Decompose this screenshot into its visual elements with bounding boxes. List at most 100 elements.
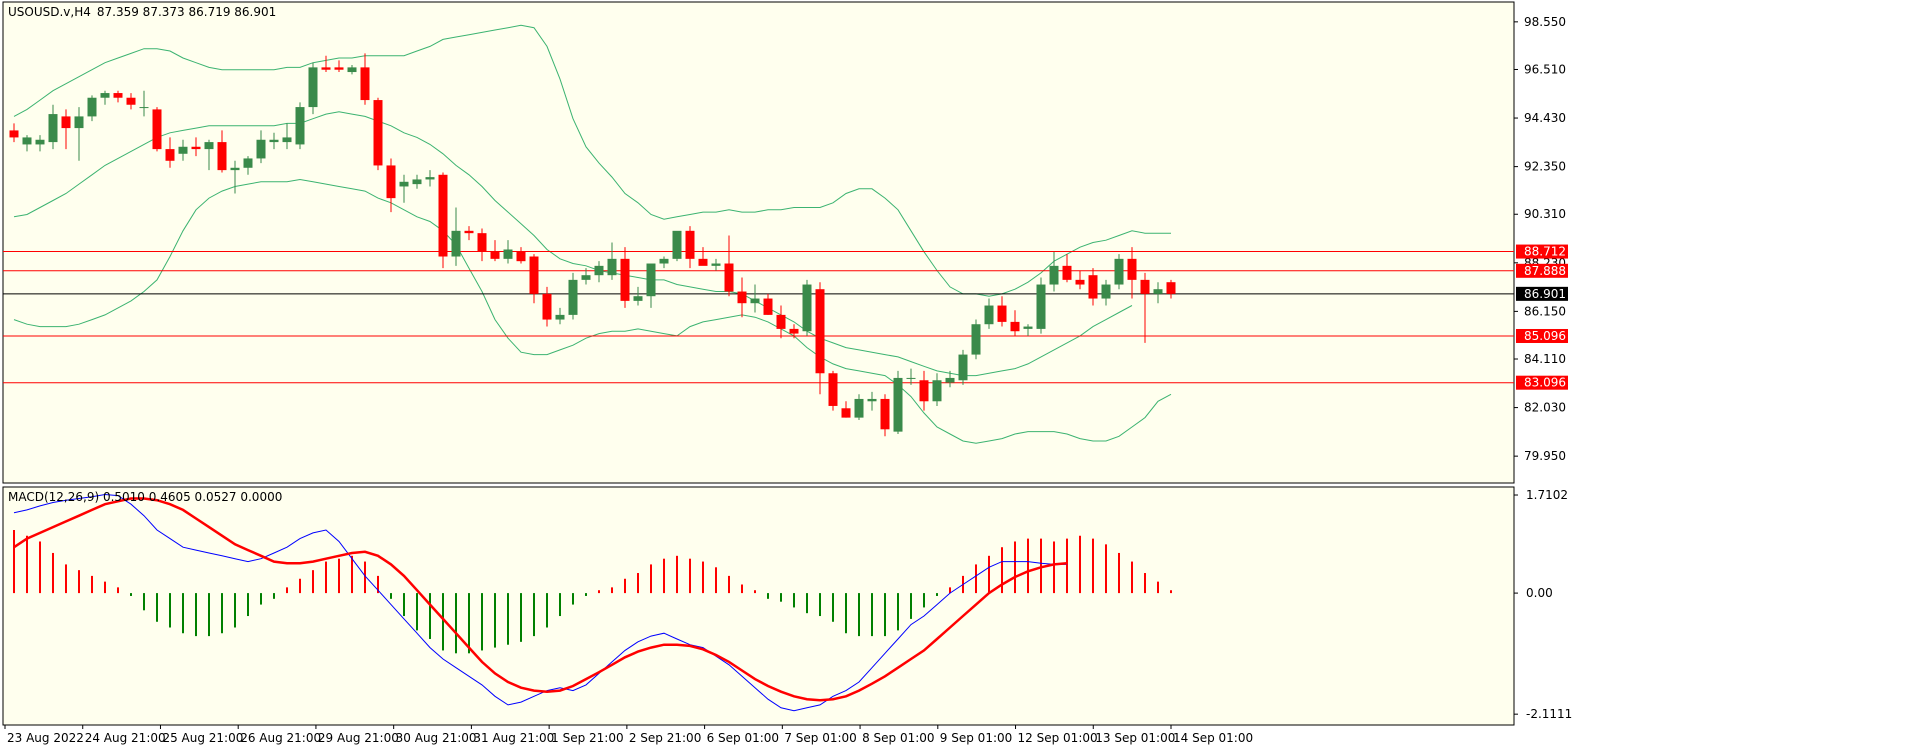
candle-body bbox=[217, 142, 227, 171]
candle-body bbox=[464, 230, 474, 234]
price-tick-label: 94.430 bbox=[1524, 111, 1566, 125]
candle-body bbox=[347, 67, 357, 73]
macd-panel[interactable] bbox=[2, 486, 1515, 726]
candle-body bbox=[1088, 275, 1098, 299]
time-tick-label: 25 Aug 21:00 bbox=[162, 731, 243, 745]
candle-body bbox=[841, 408, 851, 418]
price-tick-label: 82.030 bbox=[1524, 401, 1566, 415]
bollinger-middle-band bbox=[13, 111, 1133, 377]
price-panel[interactable] bbox=[2, 1, 1515, 484]
time-tick-label: 9 Sep 01:00 bbox=[940, 731, 1012, 745]
macd-tick-label: 0.00 bbox=[1526, 586, 1553, 600]
candle-body bbox=[22, 137, 32, 145]
macd-axis: 1.7102 0.00 -2.1111 bbox=[1514, 488, 1572, 721]
candle-body bbox=[139, 107, 149, 109]
candle-body bbox=[48, 114, 58, 143]
candle-body bbox=[360, 67, 370, 101]
time-tick-label: 12 Sep 01:00 bbox=[1018, 731, 1098, 745]
candle-body bbox=[243, 158, 253, 168]
candle-body bbox=[867, 398, 877, 402]
candle-body bbox=[35, 139, 45, 145]
candle-body bbox=[1010, 321, 1020, 332]
current-price-tag bbox=[1516, 286, 1568, 301]
candle-body bbox=[763, 298, 773, 315]
candle-body bbox=[230, 167, 240, 171]
candle-body bbox=[906, 377, 916, 379]
price-tick-label: 84.110 bbox=[1524, 352, 1566, 366]
candle-body bbox=[1023, 326, 1033, 329]
time-tick-label: 24 Aug 21:00 bbox=[85, 731, 166, 745]
candle-body bbox=[1127, 258, 1137, 280]
candle-body bbox=[61, 116, 71, 129]
candle-body bbox=[113, 93, 123, 98]
time-tick-label: 2 Sep 21:00 bbox=[629, 731, 701, 745]
candle-body bbox=[490, 251, 500, 259]
time-tick-label: 13 Sep 01:00 bbox=[1095, 731, 1175, 745]
candle-body bbox=[269, 139, 279, 143]
candle-body bbox=[1049, 265, 1059, 285]
level-price-label: 83.096 bbox=[1524, 376, 1566, 390]
candle-body bbox=[1075, 279, 1085, 285]
candle-body bbox=[256, 139, 266, 159]
candle-body bbox=[204, 142, 214, 150]
candle-body bbox=[659, 258, 669, 264]
current-price-label: 86.901 bbox=[1524, 287, 1566, 301]
candle-body bbox=[152, 109, 162, 150]
macd-signal-line bbox=[13, 497, 1068, 702]
candle-body bbox=[1101, 284, 1111, 299]
price-tick-label: 79.950 bbox=[1524, 449, 1566, 463]
candle-body bbox=[542, 293, 552, 320]
candle-body bbox=[295, 107, 305, 145]
macd-tick-label: 1.7102 bbox=[1526, 488, 1568, 502]
candle-body bbox=[477, 233, 487, 252]
macd-label: MACD(12,26,9) 0.5010 0.4605 0.0527 0.000… bbox=[8, 490, 282, 504]
level-price-tag bbox=[1516, 263, 1568, 278]
time-tick-label: 14 Sep 01:00 bbox=[1173, 731, 1253, 745]
candle-body bbox=[555, 314, 565, 320]
candle-body bbox=[165, 149, 175, 161]
level-price-label: 85.096 bbox=[1524, 329, 1566, 343]
time-tick-label: 26 Aug 21:00 bbox=[240, 731, 321, 745]
candle-body bbox=[724, 263, 734, 292]
candle-body bbox=[100, 93, 110, 98]
time-tick-label: 8 Sep 01:00 bbox=[862, 731, 934, 745]
candle-body bbox=[594, 265, 604, 276]
candle-body bbox=[750, 298, 760, 304]
candle-body bbox=[607, 258, 617, 276]
candle-body bbox=[581, 275, 591, 280]
candle-body bbox=[932, 380, 942, 402]
level-price-label: 88.712 bbox=[1524, 245, 1566, 259]
candlesticks bbox=[9, 53, 1176, 437]
candle-body bbox=[698, 258, 708, 266]
candle-body bbox=[815, 289, 825, 374]
candle-body bbox=[1166, 282, 1176, 294]
candle-body bbox=[308, 67, 318, 108]
level-price-tag bbox=[1516, 375, 1568, 390]
candle-body bbox=[178, 146, 188, 154]
candle-body bbox=[425, 177, 435, 180]
candle-body bbox=[334, 67, 344, 70]
candle-body bbox=[945, 377, 955, 383]
candle-body bbox=[399, 181, 409, 187]
candle-body bbox=[126, 97, 136, 105]
candle-body bbox=[802, 284, 812, 332]
candle-body bbox=[386, 165, 396, 199]
time-tick-label: 31 Aug 21:00 bbox=[473, 731, 554, 745]
chart-header: USOUSD.v,H4 87.359 87.373 86.719 86.901 bbox=[8, 5, 276, 19]
candle-body bbox=[516, 251, 526, 262]
candle-body bbox=[737, 291, 747, 304]
candle-body bbox=[1153, 289, 1163, 294]
candle-body bbox=[1036, 284, 1046, 329]
macd-tick-label: -2.1111 bbox=[1526, 707, 1572, 721]
price-tick-label: 92.350 bbox=[1524, 160, 1566, 174]
candle-body bbox=[74, 116, 84, 129]
time-tick-label: 6 Sep 01:00 bbox=[707, 731, 779, 745]
candle-body bbox=[789, 328, 799, 334]
candle-body bbox=[1062, 265, 1072, 280]
candle-body bbox=[854, 398, 864, 418]
candle-body bbox=[919, 380, 929, 402]
price-axis: 98.55096.51094.43092.35090.31088.23086.1… bbox=[1514, 15, 1568, 463]
macd-lines bbox=[13, 493, 1068, 712]
